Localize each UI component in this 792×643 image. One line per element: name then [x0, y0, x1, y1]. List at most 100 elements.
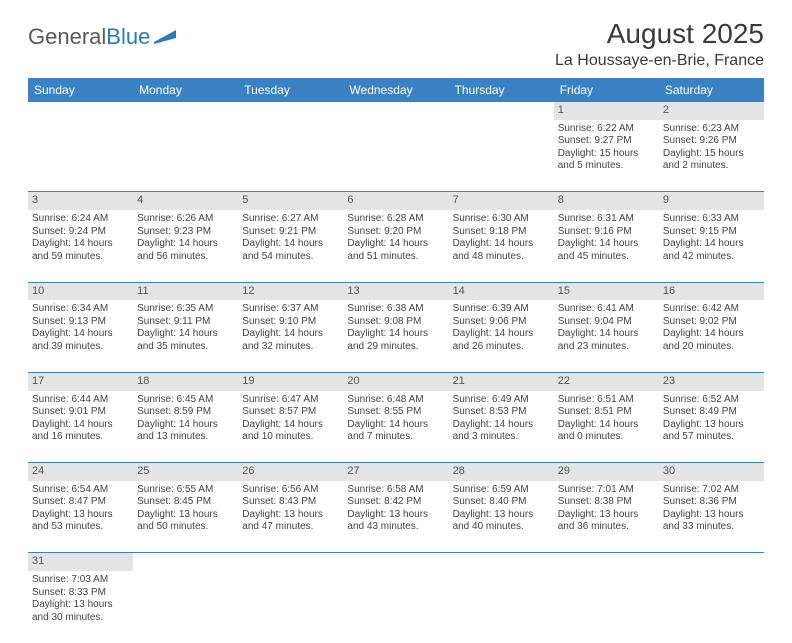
day-cell: Sunrise: 6:31 AMSunset: 9:16 PMDaylight:… — [554, 210, 659, 282]
day-number: 21 — [449, 372, 554, 390]
day-number: 17 — [28, 372, 133, 390]
day-number: 27 — [343, 463, 448, 481]
day-cell — [659, 571, 764, 643]
cell-line: Daylight: 14 hours — [347, 328, 444, 341]
day-number: 8 — [554, 192, 659, 210]
cell-line: and 40 minutes. — [453, 521, 550, 534]
day-cell: Sunrise: 6:56 AMSunset: 8:43 PMDaylight:… — [238, 481, 343, 553]
day-number — [343, 102, 448, 120]
cell-line: Daylight: 14 hours — [347, 419, 444, 432]
weekday-header: Friday — [554, 78, 659, 102]
day-number — [343, 553, 448, 571]
cell-line: and 7 minutes. — [347, 431, 444, 444]
day-number — [238, 553, 343, 571]
day-number: 28 — [449, 463, 554, 481]
day-cell: Sunrise: 6:27 AMSunset: 9:21 PMDaylight:… — [238, 210, 343, 282]
day-number — [133, 102, 238, 120]
day-cell — [449, 571, 554, 643]
day-cell: Sunrise: 6:34 AMSunset: 9:13 PMDaylight:… — [28, 300, 133, 372]
day-cell: Sunrise: 6:52 AMSunset: 8:49 PMDaylight:… — [659, 391, 764, 463]
day-number: 15 — [554, 282, 659, 300]
day-number: 25 — [133, 463, 238, 481]
daynum-row: 24252627282930 — [28, 463, 764, 481]
cell-line: Sunset: 9:11 PM — [137, 316, 234, 329]
day-cell: Sunrise: 6:47 AMSunset: 8:57 PMDaylight:… — [238, 391, 343, 463]
day-cell — [28, 120, 133, 192]
day-number: 13 — [343, 282, 448, 300]
cell-line: Daylight: 14 hours — [32, 419, 129, 432]
day-number — [554, 553, 659, 571]
day-number: 22 — [554, 372, 659, 390]
cell-line: Sunset: 8:33 PM — [32, 587, 129, 600]
cell-line: Sunrise: 6:56 AM — [242, 484, 339, 497]
cell-line: and 16 minutes. — [32, 431, 129, 444]
calendar-header: Sunday Monday Tuesday Wednesday Thursday… — [28, 78, 764, 102]
day-number — [449, 553, 554, 571]
cell-line: Sunset: 9:13 PM — [32, 316, 129, 329]
cell-line: and 10 minutes. — [242, 431, 339, 444]
week-row: Sunrise: 6:44 AMSunset: 9:01 PMDaylight:… — [28, 391, 764, 463]
day-number: 23 — [659, 372, 764, 390]
calendar-body: 12Sunrise: 6:22 AMSunset: 9:27 PMDayligh… — [28, 102, 764, 643]
weekday-header: Sunday — [28, 78, 133, 102]
cell-line: and 30 minutes. — [32, 612, 129, 625]
weekday-header: Saturday — [659, 78, 764, 102]
week-row: Sunrise: 6:54 AMSunset: 8:47 PMDaylight:… — [28, 481, 764, 553]
day-number: 5 — [238, 192, 343, 210]
day-cell: Sunrise: 6:44 AMSunset: 9:01 PMDaylight:… — [28, 391, 133, 463]
cell-line: Sunrise: 6:49 AM — [453, 394, 550, 407]
cell-line: Sunrise: 6:48 AM — [347, 394, 444, 407]
cell-line: Sunset: 9:10 PM — [242, 316, 339, 329]
cell-line: Sunset: 9:06 PM — [453, 316, 550, 329]
day-cell: Sunrise: 7:01 AMSunset: 8:38 PMDaylight:… — [554, 481, 659, 553]
cell-line: Sunset: 8:42 PM — [347, 496, 444, 509]
day-cell: Sunrise: 6:23 AMSunset: 9:26 PMDaylight:… — [659, 120, 764, 192]
brand-part1: General — [28, 24, 106, 50]
cell-line: Daylight: 13 hours — [558, 509, 655, 522]
location-label: La Houssaye-en-Brie, France — [555, 52, 764, 70]
day-cell: Sunrise: 6:41 AMSunset: 9:04 PMDaylight:… — [554, 300, 659, 372]
cell-line: and 45 minutes. — [558, 251, 655, 264]
day-cell: Sunrise: 6:38 AMSunset: 9:08 PMDaylight:… — [343, 300, 448, 372]
cell-line: Sunrise: 6:45 AM — [137, 394, 234, 407]
cell-line: Sunset: 9:08 PM — [347, 316, 444, 329]
cell-line: Daylight: 13 hours — [347, 509, 444, 522]
cell-line: Sunrise: 6:58 AM — [347, 484, 444, 497]
cell-line: Sunrise: 6:59 AM — [453, 484, 550, 497]
day-cell: Sunrise: 7:03 AMSunset: 8:33 PMDaylight:… — [28, 571, 133, 643]
cell-line: Sunrise: 7:03 AM — [32, 574, 129, 587]
cell-line: Daylight: 13 hours — [453, 509, 550, 522]
day-cell: Sunrise: 6:28 AMSunset: 9:20 PMDaylight:… — [343, 210, 448, 282]
day-number — [659, 553, 764, 571]
cell-line: Daylight: 14 hours — [663, 238, 760, 251]
cell-line: Sunrise: 6:54 AM — [32, 484, 129, 497]
cell-line: Sunset: 9:18 PM — [453, 226, 550, 239]
day-cell — [449, 120, 554, 192]
cell-line: and 54 minutes. — [242, 251, 339, 264]
day-cell: Sunrise: 6:59 AMSunset: 8:40 PMDaylight:… — [449, 481, 554, 553]
cell-line: Sunset: 9:21 PM — [242, 226, 339, 239]
cell-line: and 57 minutes. — [663, 431, 760, 444]
day-number: 30 — [659, 463, 764, 481]
cell-line: and 53 minutes. — [32, 521, 129, 534]
week-row: Sunrise: 6:34 AMSunset: 9:13 PM Daylight:… — [28, 300, 764, 372]
day-number: 2 — [659, 102, 764, 120]
day-number — [133, 553, 238, 571]
day-cell: Sunrise: 6:35 AMSunset: 9:11 PMDaylight:… — [133, 300, 238, 372]
cell-line: Sunset: 8:49 PM — [663, 406, 760, 419]
cell-line: and 29 minutes. — [347, 341, 444, 354]
day-cell: Sunrise: 6:33 AMSunset: 9:15 PMDaylight:… — [659, 210, 764, 282]
daynum-row: 3456789 — [28, 192, 764, 210]
cell-line: Sunrise: 6:34 AM — [32, 303, 129, 316]
weekday-header: Wednesday — [343, 78, 448, 102]
cell-line: and 42 minutes. — [663, 251, 760, 264]
cell-line: Daylight: 13 hours — [663, 419, 760, 432]
day-cell — [133, 571, 238, 643]
cell-line: Sunrise: 6:28 AM — [347, 213, 444, 226]
cell-line: and 56 minutes. — [137, 251, 234, 264]
day-cell: Sunrise: 6:48 AMSunset: 8:55 PMDaylight:… — [343, 391, 448, 463]
calendar-table: Sunday Monday Tuesday Wednesday Thursday… — [28, 78, 764, 643]
cell-line: Daylight: 13 hours — [137, 509, 234, 522]
cell-line: Sunset: 8:45 PM — [137, 496, 234, 509]
cell-line: Daylight: 14 hours — [347, 238, 444, 251]
